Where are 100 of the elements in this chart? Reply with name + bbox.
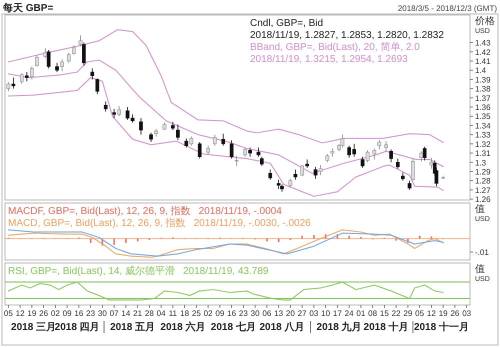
text: MACDF, GBP=, Bid(Last), 12, 26, 9, 指数 <box>8 205 191 217</box>
x-tick-label: 19 <box>438 309 448 318</box>
candlestick <box>243 147 247 158</box>
y-tick-label: 1.33 <box>475 130 492 140</box>
x2-tick-label: 2018 八月 <box>259 321 304 333</box>
x-tick-label: 21 <box>133 309 143 318</box>
candlestick <box>90 68 94 80</box>
x-tick-label: 26 <box>450 309 460 318</box>
candlestick <box>104 101 108 112</box>
x-tick-label: 15 <box>380 309 390 318</box>
y-tick-label: 1.39 <box>475 75 492 84</box>
x-tick-label: 30 <box>250 309 260 318</box>
x2-tick-label: 2018 九月 <box>316 321 362 333</box>
x-tick-label: 12 <box>426 309 436 318</box>
x-tick-label: 05 <box>4 309 14 318</box>
candlestick <box>30 66 34 80</box>
candlestick <box>340 134 344 148</box>
x2-tick-label: 2018 六月 <box>160 321 206 333</box>
text: RSI, GBP=, Bid(Last), 14, 威尔德平滑 <box>8 265 175 277</box>
x-tick-label: 08 <box>368 309 378 318</box>
candlestick <box>55 62 59 72</box>
candlestick <box>360 156 364 168</box>
candlestick <box>430 157 434 170</box>
x-tick-label: 01 <box>356 309 366 318</box>
text: -.01 <box>475 248 490 257</box>
y-tick-label: 1.3 <box>475 158 487 168</box>
candlestick <box>206 145 210 156</box>
candlestick <box>389 148 393 163</box>
x-tick-label: 03 <box>309 309 319 318</box>
x-tick-label: 30 <box>98 309 108 318</box>
candlestick <box>384 140 388 152</box>
x2-tick-label: 2018 五月 <box>110 322 156 333</box>
x-tick-label: 16 <box>227 309 237 318</box>
x-tick-label: 02 <box>50 309 60 318</box>
candlestick <box>366 150 370 163</box>
candlestick <box>112 108 116 118</box>
y-tick-label: 1.27 <box>475 186 492 195</box>
candlestick <box>46 50 50 69</box>
y-tick-label: 1.43 <box>475 38 492 48</box>
x-tick-label: 19 <box>27 309 37 318</box>
x-tick-label: 22 <box>392 309 402 318</box>
x-tick-label: 03 <box>462 309 472 318</box>
candlestick <box>189 136 194 146</box>
y-tick-label: 1.28 <box>475 176 492 186</box>
candlestick <box>72 44 76 55</box>
line-series <box>8 77 444 197</box>
x-tick-label: 06 <box>262 309 272 318</box>
text: 2018/11/19, -.0030, -.0026 <box>194 218 312 229</box>
candlestick <box>66 52 71 64</box>
x-tick-label: 09 <box>215 309 225 318</box>
candlestick <box>300 164 304 176</box>
text: MACD, GBP=, Bid(Last), 12, 26, 9, 指数 <box>8 217 186 229</box>
x-tick-label: 28 <box>144 309 154 318</box>
x-tick-label: 16 <box>74 309 84 318</box>
candlestick <box>372 148 376 160</box>
candlestick <box>419 150 424 162</box>
candlestick <box>422 146 427 161</box>
y-tick-label: 1.42 <box>475 48 492 57</box>
x-tick-label: 12 <box>16 309 26 318</box>
y-tick-label: 1.35 <box>475 112 492 122</box>
x-tick-label: 07 <box>110 309 120 318</box>
x-tick-label: 17 <box>332 309 342 318</box>
candlestick <box>318 164 322 176</box>
x-tick-label: 27 <box>298 309 308 318</box>
candlestick <box>234 155 239 166</box>
x-tick-label: 13 <box>274 309 284 318</box>
y-tick-label: 1.38 <box>475 84 492 94</box>
candlestick <box>139 118 143 136</box>
candlestick <box>294 169 298 180</box>
candlestick <box>24 72 29 82</box>
candlestick <box>268 169 272 180</box>
candlestick <box>248 147 252 158</box>
x-tick-label: 20 <box>286 309 296 318</box>
annotation: 2018/11/19, 1.3215, 1.2954, 1.2693 <box>250 54 408 65</box>
candlestick <box>221 133 226 146</box>
x2-tick-label: 2018 十一月 <box>414 321 469 333</box>
candlestick <box>6 82 10 92</box>
candlestick <box>78 34 82 47</box>
y-tick-label: 1.37 <box>475 94 492 103</box>
y-tick-label: 1.31 <box>475 149 492 158</box>
x-tick-label: 23 <box>238 309 248 318</box>
candlestick <box>198 142 202 159</box>
x-tick-label: 04 <box>156 309 166 318</box>
candlestick <box>260 156 264 166</box>
candlestick <box>408 180 412 190</box>
chart-title: 每天 GBP= <box>2 2 54 14</box>
x-tick-label: 09 <box>62 309 72 318</box>
candlestick <box>82 42 86 66</box>
x2-tick-label: 2018 四月 <box>54 322 100 333</box>
y-tick-label: 1.36 <box>475 103 492 112</box>
x-tick-label: 10 <box>321 309 331 318</box>
candlestick <box>276 179 280 190</box>
y-tick-label: 1.29 <box>475 167 492 176</box>
x2-tick-label: 2018 七月 <box>210 321 256 333</box>
x-tick-label: 26 <box>39 309 49 318</box>
candlestick <box>378 140 382 150</box>
candlestick <box>212 134 217 146</box>
y-tick-label: 1.32 <box>475 140 492 149</box>
candlestick <box>256 147 260 158</box>
annotation: 2018/11/19, 1.2827, 1.2853, 1.2820, 1.2832 <box>250 30 444 41</box>
